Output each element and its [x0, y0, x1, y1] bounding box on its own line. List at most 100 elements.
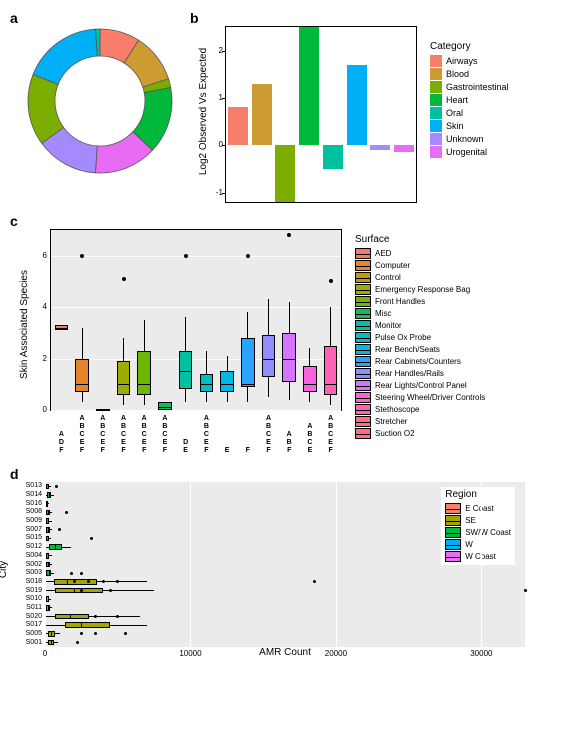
boxplot-box [117, 361, 130, 394]
legend-item: Misc [355, 308, 485, 319]
y-tick-d: S004 [26, 552, 42, 559]
legend-label: Skin [446, 121, 464, 131]
legend-swatch [430, 146, 442, 158]
legend-swatch [430, 81, 442, 93]
bar [323, 145, 343, 169]
legend-swatch [430, 107, 442, 119]
legend-swatch [355, 380, 371, 391]
legend-item: Rear Cabinets/Counters [355, 356, 485, 367]
panel-c: c Skin Associated Species 0246ADFABCEFAB… [10, 213, 554, 411]
boxplot-box-d [65, 622, 110, 628]
legend-item: Rear Bench/Seats [355, 344, 485, 355]
legend-label: Suction O2 [375, 429, 415, 438]
outlier-d [102, 580, 105, 583]
y-tick-c: 4 [43, 302, 47, 311]
boxplot-box [179, 351, 192, 390]
legend-item: Rear Handles/Rails [355, 368, 485, 379]
x-tick-d: 20000 [321, 649, 351, 658]
legend-item: Steering Wheel/Driver Controls [355, 392, 485, 403]
legend-swatch [355, 248, 371, 259]
legend-swatch [430, 55, 442, 67]
y-tick-d: S008 [26, 508, 42, 515]
legend-label: Heart [446, 95, 468, 105]
boxplot-box [241, 338, 254, 387]
outlier [287, 233, 291, 237]
bar [347, 65, 367, 145]
legend-label: E Coast [465, 504, 493, 513]
legend-swatch [355, 296, 371, 307]
legend-label: Airways [446, 56, 478, 66]
outlier [122, 277, 126, 281]
y-tick-d: S007 [26, 526, 42, 533]
legend-swatch [355, 284, 371, 295]
legend-item: Computer [355, 260, 485, 271]
x-tick-c: ABCEF [74, 415, 90, 455]
bar [252, 84, 272, 145]
legend-item: Control [355, 272, 485, 283]
legend-item: Suction O2 [355, 428, 485, 439]
outlier-d [109, 589, 112, 592]
y-tick-d: S001 [26, 639, 42, 646]
legend-swatch [355, 320, 371, 331]
y-tick-c: 2 [43, 354, 47, 363]
legend-label: AED [375, 249, 391, 258]
legend-label: Rear Cabinets/Counters [375, 357, 461, 366]
bar [275, 145, 295, 202]
legend-item: Rear Lights/Control Panel [355, 380, 485, 391]
legend-swatch [355, 272, 371, 283]
legend-item: Front Handles [355, 296, 485, 307]
legend-swatch [445, 551, 461, 562]
legend-item: W Coast [445, 551, 511, 562]
y-tick-d: S018 [26, 578, 42, 585]
outlier-d [80, 572, 83, 575]
bar [394, 145, 414, 152]
y-tick-c: 6 [43, 251, 47, 260]
y-tick-d: S011 [26, 604, 42, 611]
legend-b: Category AirwaysBloodGastrointestinalHea… [430, 41, 509, 159]
legend-item: Airways [430, 55, 509, 67]
legend-swatch [355, 332, 371, 343]
outlier [184, 254, 188, 258]
legend-swatch [430, 94, 442, 106]
y-tick-d: S005 [26, 630, 42, 637]
y-tick-d: S002 [26, 561, 42, 568]
panel-d: d City Region E CoastSESW/W CoastWW Coas… [10, 466, 554, 658]
x-tick-c: ABCEF [95, 415, 111, 455]
legend-c-title: Surface [355, 234, 485, 245]
panel-a: a [10, 10, 190, 176]
legend-label: Rear Bench/Seats [375, 345, 440, 354]
outlier-d [80, 589, 83, 592]
outlier-d [58, 528, 61, 531]
legend-label: Monitor [375, 321, 402, 330]
legend-label: Pulse Ox Probe [375, 333, 431, 342]
donut-segment [33, 29, 97, 84]
legend-item: Monitor [355, 320, 485, 331]
legend-label: Computer [375, 261, 410, 270]
legend-label: Blood [446, 69, 469, 79]
boxplot-box [137, 351, 150, 395]
x-tick-c: ABCEF [157, 415, 173, 455]
y-axis-label-b: Log2 Observed Vs Expected [198, 48, 209, 175]
outlier-d [116, 580, 119, 583]
legend-label: W [465, 540, 473, 549]
y-axis-label-d: City [0, 561, 9, 578]
outlier-d [94, 615, 97, 618]
outlier-d [90, 537, 93, 540]
legend-label: Stretcher [375, 417, 407, 426]
x-axis-label-d: AMR Count [45, 647, 525, 658]
panel-b: b Log2 Observed Vs Expected -1012 Catego… [190, 10, 554, 203]
x-tick-c: ABCE [302, 423, 318, 455]
legend-swatch [355, 356, 371, 367]
boxplot-c: 0246ADFABCEFABCEFABCEFABCEFABCEFDEABCEFE… [50, 229, 342, 411]
legend-swatch [355, 344, 371, 355]
y-tick-d: S016 [26, 500, 42, 507]
outlier [246, 254, 250, 258]
legend-label: Unknown [446, 134, 484, 144]
legend-label: Emergency Response Bag [375, 285, 470, 294]
x-tick-c: ABCEF [198, 415, 214, 455]
legend-item: Stretcher [355, 416, 485, 427]
outlier-d [80, 632, 83, 635]
x-tick-d: 10000 [175, 649, 205, 658]
legend-d-title: Region [445, 489, 511, 500]
bar [370, 145, 390, 150]
